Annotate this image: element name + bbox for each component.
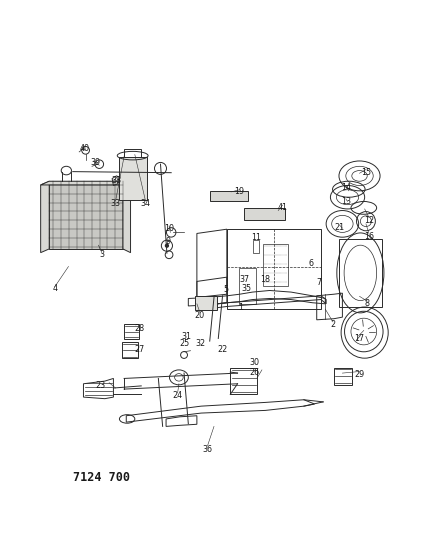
Text: 14: 14 bbox=[341, 183, 351, 192]
Bar bbox=[253, 240, 259, 253]
Text: 9: 9 bbox=[166, 238, 171, 246]
Text: 22: 22 bbox=[217, 345, 228, 353]
Bar bbox=[334, 368, 352, 385]
Text: 30: 30 bbox=[250, 358, 260, 367]
Text: 8: 8 bbox=[365, 300, 370, 308]
Text: 28: 28 bbox=[134, 325, 144, 333]
Polygon shape bbox=[41, 181, 131, 185]
Text: 2: 2 bbox=[330, 320, 336, 329]
Text: 21: 21 bbox=[334, 223, 345, 232]
Bar bbox=[49, 181, 126, 249]
Text: 10: 10 bbox=[164, 224, 174, 232]
Text: 15: 15 bbox=[361, 168, 371, 176]
Text: 34: 34 bbox=[140, 199, 151, 208]
Bar bbox=[244, 208, 285, 220]
Text: 13: 13 bbox=[341, 197, 351, 206]
Text: 39: 39 bbox=[90, 158, 100, 167]
Text: 19: 19 bbox=[235, 188, 245, 196]
Text: 26: 26 bbox=[250, 368, 260, 376]
Bar bbox=[119, 157, 147, 200]
Bar bbox=[239, 268, 256, 304]
Text: 4: 4 bbox=[52, 285, 57, 293]
Bar bbox=[263, 244, 288, 286]
Bar bbox=[210, 191, 248, 201]
Text: 40: 40 bbox=[79, 144, 89, 152]
Bar bbox=[122, 342, 138, 358]
Text: 41: 41 bbox=[277, 203, 288, 212]
Text: 38: 38 bbox=[111, 176, 122, 184]
Text: 20: 20 bbox=[195, 311, 205, 319]
Circle shape bbox=[165, 244, 169, 248]
Text: 7: 7 bbox=[316, 278, 321, 287]
Text: 5: 5 bbox=[223, 285, 228, 294]
Polygon shape bbox=[123, 181, 131, 253]
Bar bbox=[195, 296, 217, 310]
Polygon shape bbox=[41, 181, 49, 253]
Text: 31: 31 bbox=[181, 333, 191, 341]
Text: 6: 6 bbox=[309, 260, 314, 268]
Text: 24: 24 bbox=[172, 391, 183, 400]
Bar bbox=[230, 368, 257, 394]
Text: 3: 3 bbox=[99, 251, 104, 259]
Text: 7124 700: 7124 700 bbox=[73, 471, 130, 483]
Text: 35: 35 bbox=[242, 285, 252, 293]
Text: 12: 12 bbox=[364, 216, 374, 224]
Text: 37: 37 bbox=[240, 276, 250, 284]
Text: 33: 33 bbox=[110, 199, 121, 208]
Text: 23: 23 bbox=[95, 382, 106, 390]
Text: 16: 16 bbox=[364, 232, 374, 240]
Bar bbox=[227, 229, 321, 309]
Text: 25: 25 bbox=[179, 340, 189, 348]
Bar bbox=[124, 324, 139, 339]
Text: 32: 32 bbox=[195, 340, 205, 348]
Text: 11: 11 bbox=[251, 233, 261, 242]
Text: 18: 18 bbox=[260, 275, 270, 284]
Text: 1: 1 bbox=[238, 303, 243, 312]
Text: 17: 17 bbox=[354, 335, 365, 343]
Text: 36: 36 bbox=[202, 445, 213, 454]
Text: 27: 27 bbox=[134, 345, 144, 354]
Text: 29: 29 bbox=[354, 370, 365, 379]
Bar bbox=[124, 149, 141, 157]
Bar bbox=[339, 239, 382, 307]
